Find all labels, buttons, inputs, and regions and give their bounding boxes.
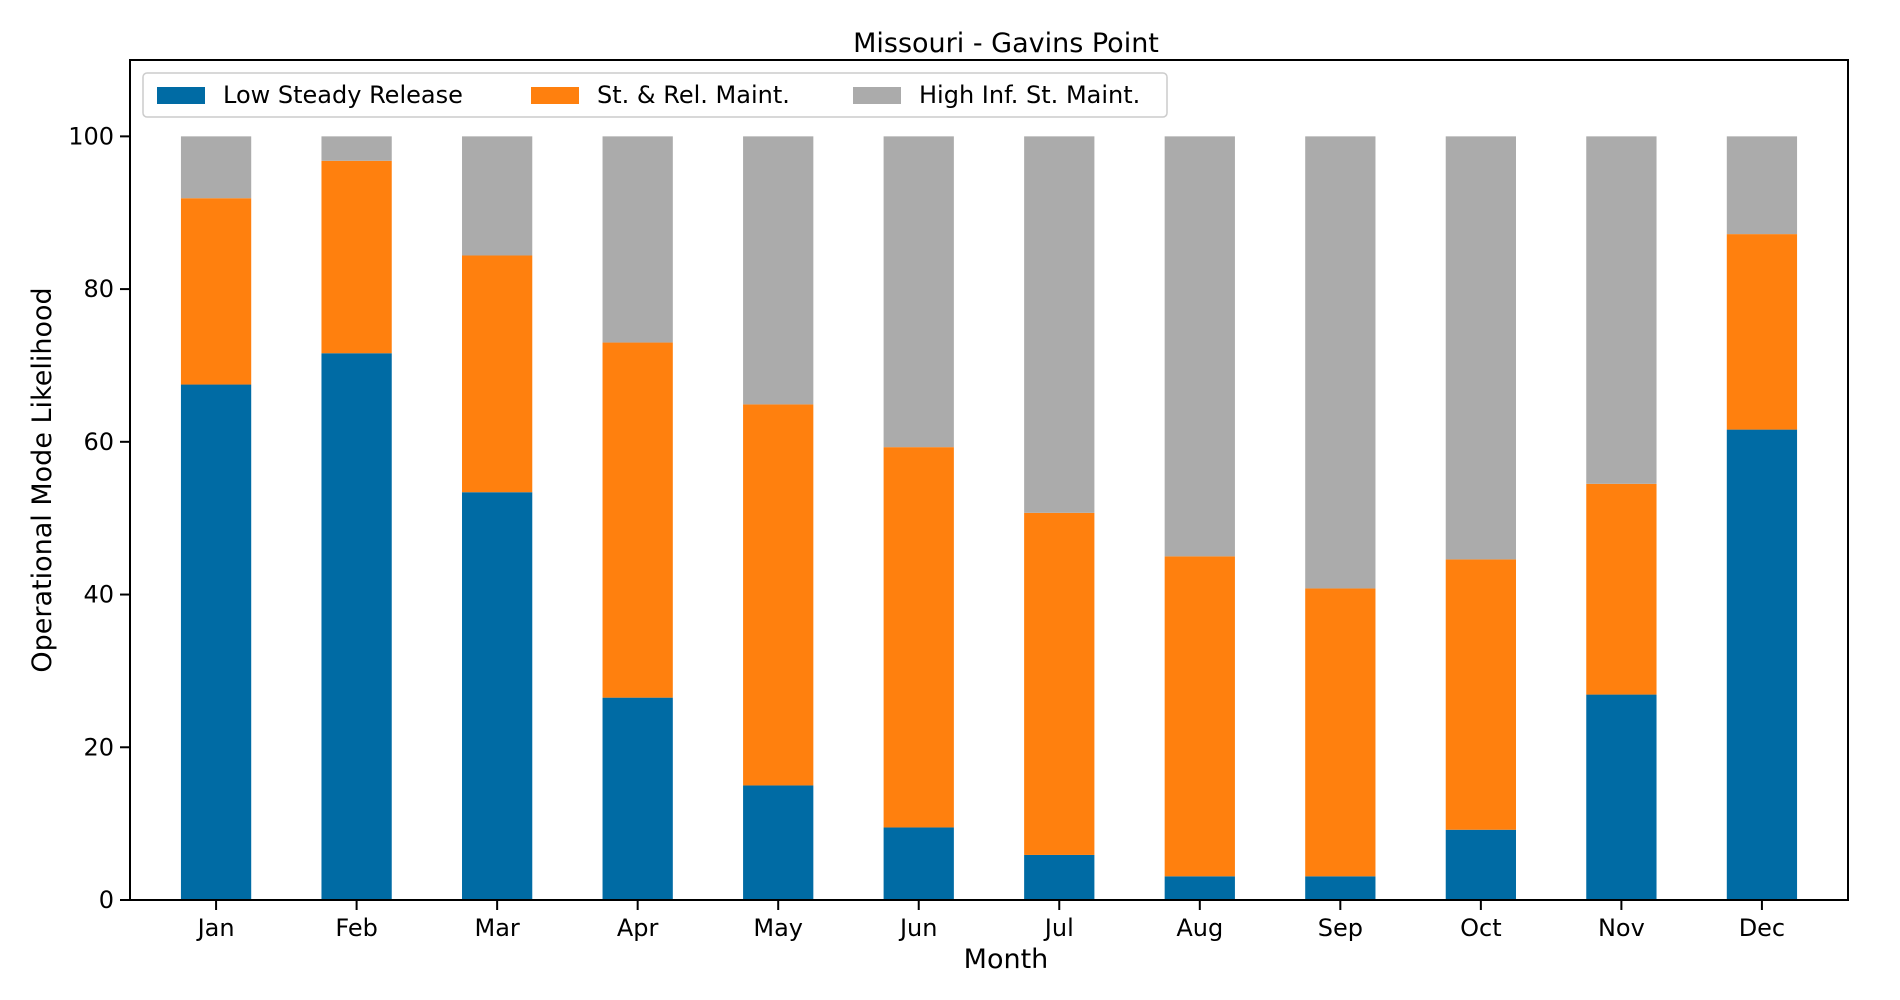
bar-jun-series-0 bbox=[883, 827, 954, 900]
bar-nov-series-1 bbox=[1586, 483, 1657, 695]
legend-box bbox=[142, 72, 1168, 118]
bar-sep-series-0 bbox=[1305, 876, 1376, 900]
legend-swatch bbox=[157, 87, 205, 104]
bar-jan-series-0 bbox=[180, 384, 252, 900]
bar-dec-series-1 bbox=[1726, 234, 1798, 430]
bar-feb-series-1 bbox=[321, 160, 392, 354]
x-tick-label: Mar bbox=[474, 914, 519, 942]
x-tick-label: Jan bbox=[196, 914, 235, 942]
bar-feb-series-2 bbox=[321, 136, 392, 161]
legend-swatch bbox=[853, 87, 901, 104]
bar-oct-series-1 bbox=[1445, 559, 1516, 830]
bar-jan-series-2 bbox=[180, 136, 252, 199]
y-tick-label: 0 bbox=[99, 886, 114, 914]
x-tick-label: Aug bbox=[1176, 914, 1223, 942]
x-tick-label: Oct bbox=[1460, 914, 1502, 942]
bar-jul-series-1 bbox=[1024, 512, 1095, 855]
y-axis: 0 20 40 60 80 100 bbox=[68, 122, 130, 914]
x-tick-label: Jun bbox=[898, 914, 938, 942]
bar-feb-series-0 bbox=[321, 353, 392, 900]
bar-mar-series-2 bbox=[462, 136, 533, 256]
y-axis-label: Operational Mode Likelihood bbox=[27, 287, 58, 672]
bar-dec-series-2 bbox=[1726, 136, 1798, 235]
bar-group bbox=[180, 136, 1798, 900]
plot-frame bbox=[129, 59, 1849, 901]
bar-jul-series-0 bbox=[1024, 854, 1095, 900]
bar-dec-series-0 bbox=[1726, 429, 1798, 900]
y-tick-label: 100 bbox=[68, 122, 114, 150]
legend-label: High Inf. St. Maint. bbox=[919, 81, 1140, 109]
bar-aug-series-2 bbox=[1164, 136, 1235, 557]
x-tick-label: May bbox=[753, 914, 803, 942]
x-tick-label: Jul bbox=[1043, 914, 1074, 942]
bar-mar-series-1 bbox=[462, 255, 533, 493]
legend-label: St. & Rel. Maint. bbox=[597, 81, 790, 109]
y-tick-label: 80 bbox=[83, 275, 114, 303]
y-tick-label: 40 bbox=[83, 581, 114, 609]
bar-may-series-0 bbox=[743, 785, 814, 900]
x-tick-label: Nov bbox=[1598, 914, 1645, 942]
bar-apr-series-1 bbox=[602, 342, 673, 698]
bar-may-series-1 bbox=[743, 404, 814, 786]
bar-jun-series-2 bbox=[883, 136, 954, 448]
legend-label: Low Steady Release bbox=[223, 81, 463, 109]
bar-jun-series-1 bbox=[883, 447, 954, 828]
bar-sep-series-1 bbox=[1305, 588, 1376, 877]
x-axis-label: Month bbox=[964, 944, 1049, 975]
bar-mar-series-0 bbox=[462, 492, 533, 900]
bar-apr-series-0 bbox=[602, 697, 673, 900]
x-axis: Jan Feb Mar Apr May Jun Jul Aug Sep Oct Nov Dec bbox=[196, 900, 1785, 942]
y-tick-label: 60 bbox=[83, 428, 114, 456]
bar-nov-series-0 bbox=[1586, 694, 1657, 900]
y-tick-label: 20 bbox=[83, 733, 114, 761]
bar-aug-series-1 bbox=[1164, 556, 1235, 877]
bar-aug-series-0 bbox=[1164, 876, 1235, 900]
x-tick-label: Apr bbox=[617, 914, 659, 942]
legend-swatch bbox=[531, 87, 579, 104]
bar-may-series-2 bbox=[743, 136, 814, 405]
x-tick-label: Dec bbox=[1739, 914, 1785, 942]
x-tick-label: Sep bbox=[1318, 914, 1363, 942]
bar-jan-series-1 bbox=[180, 198, 252, 385]
bar-sep-series-2 bbox=[1305, 136, 1376, 589]
bar-oct-series-2 bbox=[1445, 136, 1516, 560]
legend: Low Steady Release St. & Rel. Maint. High … bbox=[142, 72, 1168, 118]
bar-jul-series-2 bbox=[1024, 136, 1095, 513]
chart-title: Missouri - Gavins Point bbox=[853, 28, 1159, 59]
bar-apr-series-2 bbox=[602, 136, 673, 343]
bar-oct-series-0 bbox=[1445, 829, 1516, 900]
bar-nov-series-2 bbox=[1586, 136, 1657, 484]
x-tick-label: Feb bbox=[335, 914, 378, 942]
